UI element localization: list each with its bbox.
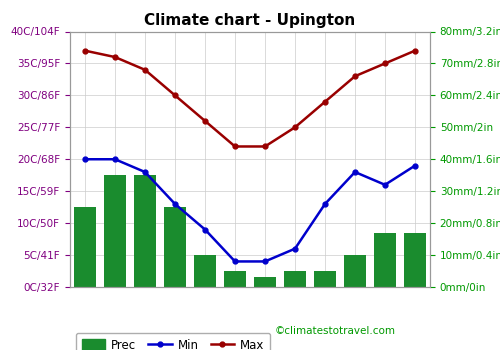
Bar xyxy=(74,207,96,287)
Bar xyxy=(404,233,426,287)
Bar xyxy=(314,271,336,287)
Bar xyxy=(344,255,366,287)
Bar xyxy=(194,255,216,287)
Text: ©climatestotravel.com: ©climatestotravel.com xyxy=(275,326,396,336)
Bar xyxy=(374,233,396,287)
Bar xyxy=(254,278,276,287)
Title: Climate chart - Upington: Climate chart - Upington xyxy=(144,13,356,28)
Bar xyxy=(224,271,246,287)
Bar xyxy=(164,207,186,287)
Legend: Prec, Min, Max: Prec, Min, Max xyxy=(76,333,270,350)
Bar xyxy=(284,271,306,287)
Bar xyxy=(134,175,156,287)
Bar xyxy=(104,175,126,287)
